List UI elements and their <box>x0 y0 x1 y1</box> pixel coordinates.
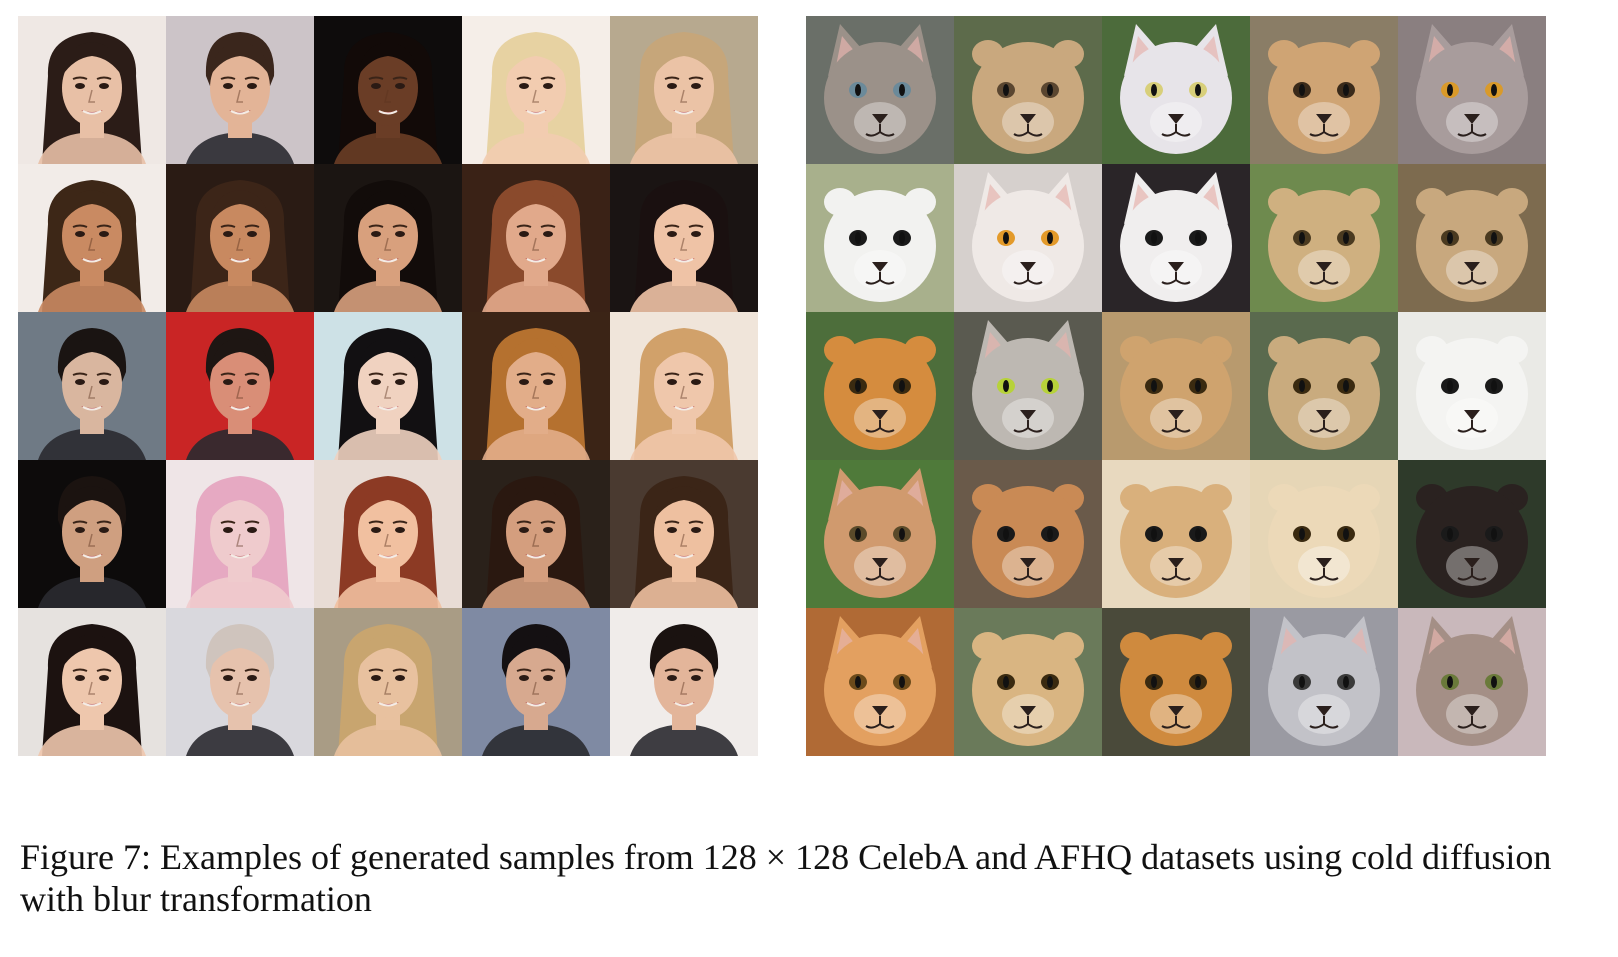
celeba-sample-image <box>610 608 758 756</box>
celeba-sample-image <box>166 312 314 460</box>
celeba-sample-image <box>166 608 314 756</box>
celeba-sample-grid <box>18 16 758 756</box>
afhq-sample-image <box>806 608 954 756</box>
afhq-sample-image <box>954 608 1102 756</box>
celeba-sample-image <box>462 608 610 756</box>
afhq-sample-image <box>1398 460 1546 608</box>
afhq-sample-image <box>806 460 954 608</box>
afhq-sample-image <box>954 312 1102 460</box>
afhq-sample-image <box>1250 16 1398 164</box>
celeba-sample-image <box>166 460 314 608</box>
celeba-sample-image <box>18 460 166 608</box>
celeba-sample-image <box>610 460 758 608</box>
celeba-sample-image <box>166 164 314 312</box>
celeba-sample-image <box>314 312 462 460</box>
afhq-sample-grid <box>806 16 1546 756</box>
afhq-sample-image <box>1102 608 1250 756</box>
figure-caption: Figure 7: Examples of generated samples … <box>20 837 1552 919</box>
celeba-sample-image <box>314 16 462 164</box>
celeba-sample-image <box>610 312 758 460</box>
celeba-sample-image <box>462 312 610 460</box>
afhq-sample-image <box>806 312 954 460</box>
afhq-sample-image <box>954 460 1102 608</box>
celeba-sample-image <box>18 608 166 756</box>
afhq-sample-image <box>806 164 954 312</box>
afhq-sample-image <box>1102 16 1250 164</box>
celeba-sample-image <box>18 16 166 164</box>
afhq-sample-image <box>1250 608 1398 756</box>
afhq-sample-image <box>1398 164 1546 312</box>
celeba-sample-image <box>314 460 462 608</box>
celeba-sample-image <box>314 164 462 312</box>
celeba-sample-image <box>462 164 610 312</box>
celeba-sample-image <box>610 164 758 312</box>
afhq-sample-image <box>1102 164 1250 312</box>
afhq-sample-image <box>806 16 954 164</box>
afhq-sample-image <box>1250 312 1398 460</box>
afhq-sample-image <box>954 16 1102 164</box>
afhq-sample-image <box>1398 16 1546 164</box>
afhq-sample-image <box>954 164 1102 312</box>
celeba-sample-image <box>610 16 758 164</box>
celeba-sample-image <box>462 16 610 164</box>
afhq-sample-image <box>1102 460 1250 608</box>
afhq-sample-image <box>1250 164 1398 312</box>
celeba-sample-image <box>18 312 166 460</box>
afhq-sample-image <box>1250 460 1398 608</box>
afhq-sample-image <box>1102 312 1250 460</box>
afhq-sample-image <box>1398 312 1546 460</box>
celeba-sample-image <box>314 608 462 756</box>
celeba-sample-image <box>18 164 166 312</box>
afhq-sample-image <box>1398 608 1546 756</box>
celeba-sample-image <box>462 460 610 608</box>
celeba-sample-image <box>166 16 314 164</box>
